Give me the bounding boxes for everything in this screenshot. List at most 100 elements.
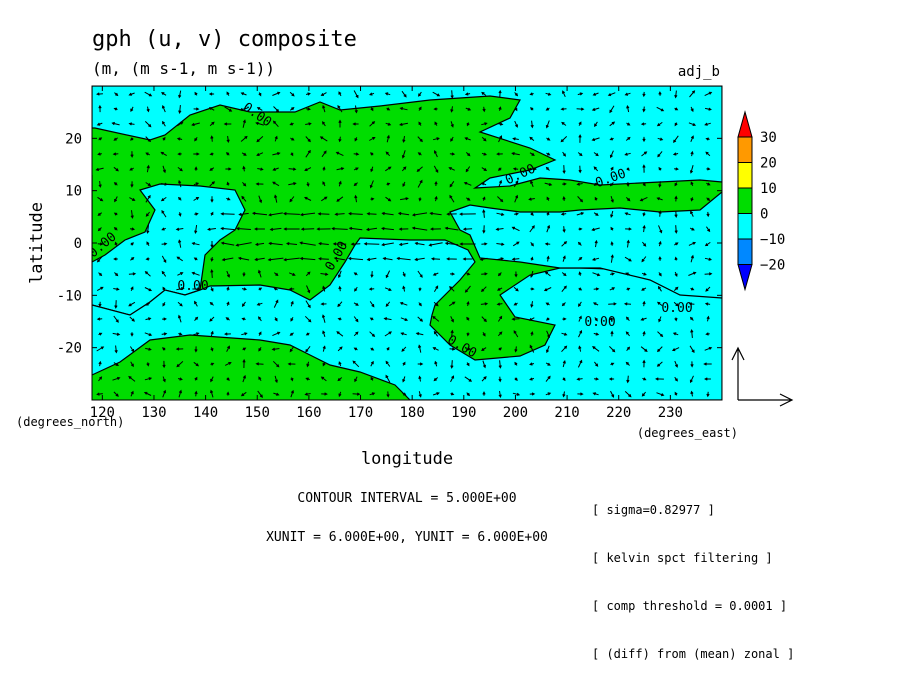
wind-vector bbox=[113, 107, 118, 111]
wind-vector bbox=[498, 360, 502, 369]
vector-unit-text: XUNIT = 6.000E+00, YUNIT = 6.000E+00 bbox=[266, 530, 548, 545]
wind-vector bbox=[562, 90, 566, 98]
wind-vector bbox=[396, 256, 411, 261]
wind-vector bbox=[241, 195, 247, 202]
wind-vector bbox=[459, 242, 476, 246]
wind-vector bbox=[354, 376, 358, 383]
wind-vector bbox=[318, 257, 329, 261]
wind-vector bbox=[130, 106, 134, 113]
wind-vector bbox=[658, 272, 662, 277]
wind-vector bbox=[111, 121, 120, 126]
chart-title: gph (u, v) composite bbox=[92, 27, 357, 52]
wind-vector bbox=[481, 152, 487, 156]
wind-vector bbox=[417, 362, 424, 366]
x-tick-label: 190 bbox=[451, 405, 476, 421]
wind-vector bbox=[337, 317, 342, 321]
wind-vector bbox=[706, 211, 710, 218]
wind-vector bbox=[593, 152, 599, 157]
wind-vector bbox=[513, 302, 518, 306]
wind-vector bbox=[690, 181, 694, 186]
wind-vector bbox=[113, 137, 118, 141]
wind-vector bbox=[274, 194, 278, 203]
wind-vector bbox=[363, 242, 380, 246]
wind-vector bbox=[690, 287, 695, 291]
wind-vector bbox=[177, 152, 182, 156]
wind-vector bbox=[402, 361, 406, 366]
wind-vector bbox=[449, 347, 456, 351]
wind-vector bbox=[578, 329, 583, 338]
wind-vector bbox=[287, 362, 296, 366]
wind-vector bbox=[210, 196, 214, 203]
wind-vector bbox=[481, 347, 487, 351]
wind-vector bbox=[255, 121, 264, 126]
wind-vector bbox=[226, 286, 230, 291]
wind-vector bbox=[498, 106, 502, 111]
wind-vector bbox=[220, 212, 235, 216]
wind-vector bbox=[226, 91, 230, 96]
wind-vector bbox=[220, 241, 235, 246]
wind-vector bbox=[338, 91, 342, 97]
wind-vector bbox=[238, 212, 249, 216]
wind-vector bbox=[561, 272, 567, 277]
wind-vector bbox=[480, 302, 489, 306]
wind-vector bbox=[177, 377, 183, 381]
wind-vector bbox=[498, 89, 502, 98]
reference-vector-key bbox=[731, 346, 794, 407]
wind-vector bbox=[320, 92, 327, 96]
wind-vector bbox=[321, 196, 328, 202]
wind-vector bbox=[496, 242, 505, 246]
wind-vector bbox=[162, 302, 166, 307]
wind-vector bbox=[96, 255, 103, 263]
wind-vector bbox=[144, 91, 153, 97]
wind-vector bbox=[609, 346, 616, 353]
wind-vector bbox=[145, 136, 152, 143]
wind-vector bbox=[674, 90, 678, 99]
wind-vector bbox=[529, 392, 536, 396]
wind-vector bbox=[306, 285, 311, 294]
wind-vector bbox=[322, 285, 326, 292]
negative-regions bbox=[92, 86, 722, 400]
wind-vector bbox=[386, 107, 391, 111]
wind-vector bbox=[258, 376, 262, 382]
reference-vector-east bbox=[738, 393, 794, 407]
wind-vector bbox=[210, 347, 214, 352]
wind-vector bbox=[370, 166, 374, 173]
wind-vector bbox=[594, 239, 598, 248]
wind-vector bbox=[193, 361, 200, 367]
wind-vector bbox=[576, 182, 583, 186]
wind-vector bbox=[178, 332, 183, 336]
wind-vector bbox=[146, 164, 150, 173]
wind-vector bbox=[178, 314, 182, 323]
corner-label: adj_b bbox=[678, 64, 720, 80]
wind-vector bbox=[656, 301, 663, 307]
wind-vector bbox=[191, 122, 200, 127]
wind-vector bbox=[129, 227, 136, 231]
wind-vector bbox=[272, 152, 281, 156]
wind-vector bbox=[386, 134, 390, 143]
wind-vector bbox=[336, 196, 344, 202]
wind-vector bbox=[176, 287, 185, 291]
wind-vector bbox=[353, 167, 359, 171]
wind-vector bbox=[239, 107, 248, 112]
wind-vector bbox=[642, 91, 646, 98]
wind-vector bbox=[273, 272, 279, 277]
wind-vector bbox=[268, 212, 283, 217]
wind-vector bbox=[512, 241, 520, 247]
wind-vector bbox=[512, 392, 521, 396]
wind-vector bbox=[449, 152, 456, 156]
wind-vector bbox=[561, 345, 568, 353]
wind-vector bbox=[176, 137, 183, 141]
wind-vector bbox=[418, 302, 422, 307]
wind-vector bbox=[267, 257, 284, 262]
wind-vector bbox=[144, 287, 153, 292]
wind-vector bbox=[497, 122, 504, 126]
wind-vector bbox=[610, 390, 615, 398]
wind-vector bbox=[418, 287, 422, 292]
wind-vector bbox=[300, 227, 315, 231]
wind-vector bbox=[331, 227, 348, 231]
wind-vector bbox=[224, 106, 233, 112]
wind-vector bbox=[401, 346, 407, 352]
wind-vector bbox=[465, 166, 471, 173]
wind-vector bbox=[562, 317, 567, 321]
wind-vector bbox=[657, 151, 663, 158]
